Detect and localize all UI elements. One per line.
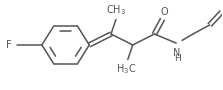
Text: H: H: [174, 54, 181, 63]
Text: H$_3$C: H$_3$C: [116, 62, 136, 76]
Text: O: O: [161, 7, 168, 17]
Text: F: F: [6, 40, 12, 50]
Text: CH$_3$: CH$_3$: [106, 3, 126, 17]
Text: N: N: [173, 48, 181, 58]
